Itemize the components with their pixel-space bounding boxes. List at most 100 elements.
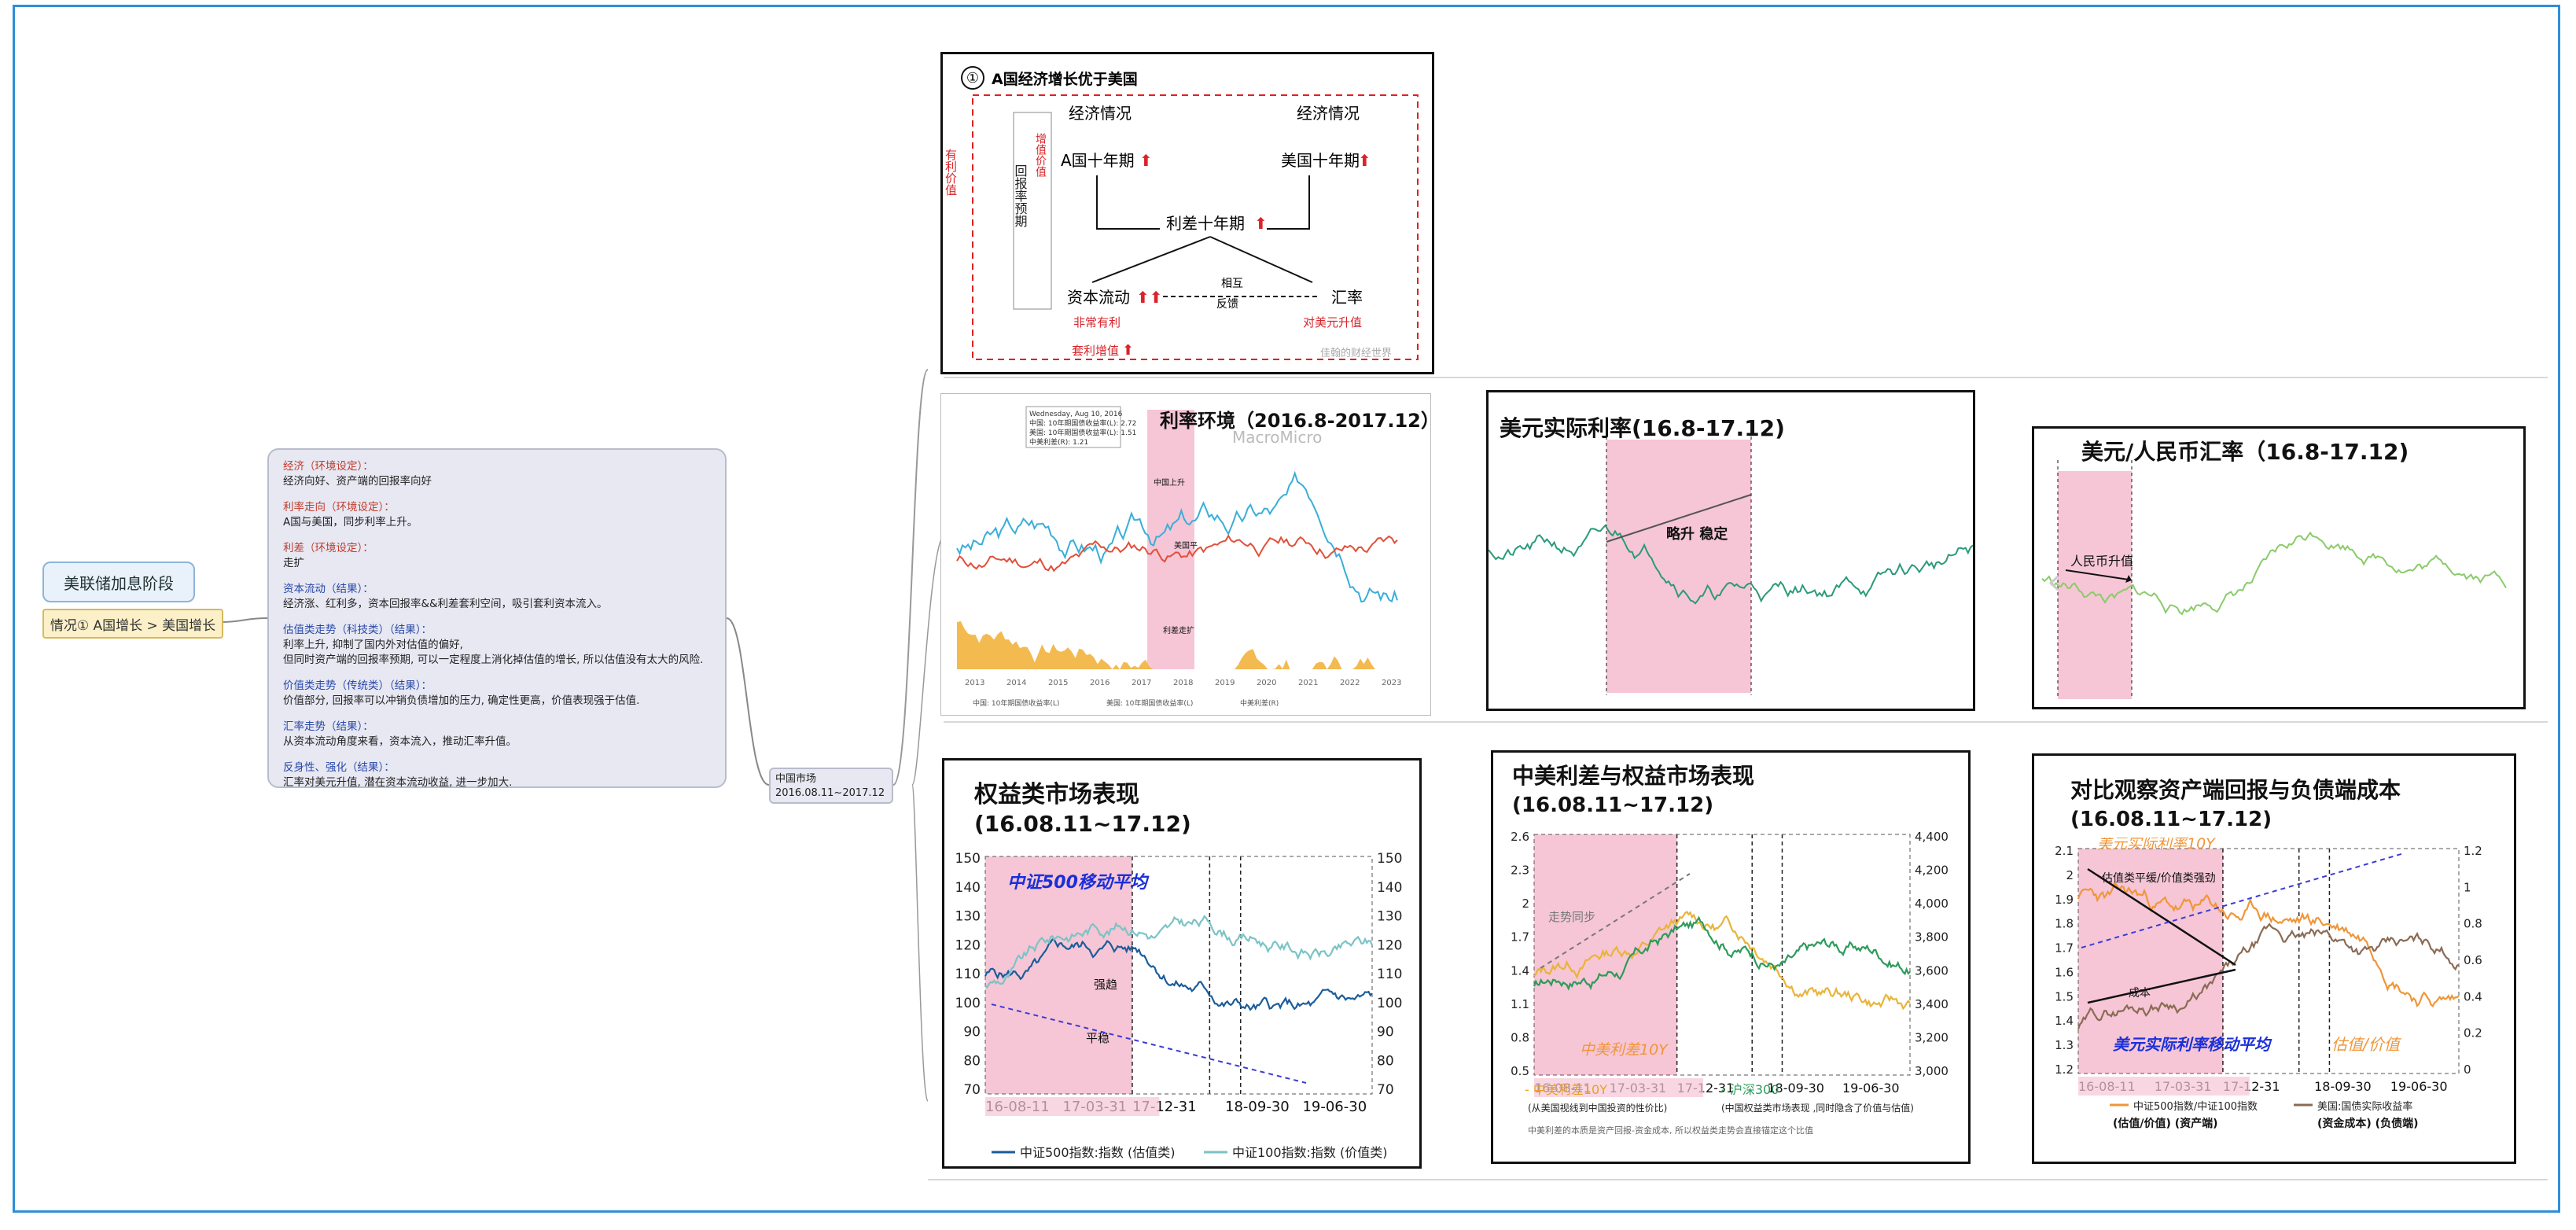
- cost-panel[interactable]: 对比观察资产端回报与负债端成本 (16.08.11~17.12) 2.1 2 1.9…: [2032, 753, 2516, 1164]
- note-head: 反身性、强化（结果）：: [283, 761, 395, 774]
- x-tick: 2017: [1132, 679, 1151, 687]
- diagram-up-arrow-arb: ⬆: [1122, 342, 1134, 359]
- y-tick-left: 1.7: [2055, 941, 2074, 956]
- usd-cny-panel[interactable]: 人民币升值 ‹ 美元/人民币汇率（16.8-17.12): [2032, 426, 2526, 709]
- y-tick-left: 70: [963, 1082, 981, 1098]
- x-tick: 2015: [1048, 679, 1068, 687]
- legend-sub: (估值/价值) (资产端): [2113, 1117, 2218, 1130]
- y-tick-right: 90: [1377, 1025, 1394, 1040]
- annotation: 利差走扩: [1163, 625, 1194, 635]
- diagram-watermark: 佳翰的财经世界: [1320, 347, 1392, 359]
- case-topic[interactable]: 情况① A国增长 > 美国增长: [42, 609, 223, 639]
- plot-frame: [984, 856, 1373, 1095]
- y-tick-right: 70: [1377, 1082, 1394, 1098]
- diagram-growth-label: 增值价值: [1034, 133, 1047, 177]
- y-tick-right: 4,200: [1915, 864, 1949, 878]
- val-label: 估值/价值: [2331, 1035, 2402, 1054]
- root-topic[interactable]: 美联储加息阶段: [42, 562, 195, 602]
- market-topic[interactable]: 中国市场 2016.08.11~2017.12: [769, 768, 893, 804]
- equity-title: 权益类市场表现: [974, 781, 1139, 808]
- x-highlight: [2078, 1077, 2250, 1096]
- market-topic-line2: 2016.08.11~2017.12: [775, 787, 885, 799]
- diagram-number-circle: [961, 66, 984, 90]
- notes-card[interactable]: 经济（环境设定）： 经济向好、资产端的回报率向好 利率走向（环境设定）： A国与美国，…: [267, 448, 727, 789]
- y-tick-left: 1.3: [2055, 1038, 2074, 1052]
- note-head: 汇率走势（结果）：: [283, 720, 374, 733]
- arrow-line: [2087, 867, 2236, 967]
- economy-diagram: ① A国经济增长优于美国 有利价值 回报率预期 增值价值 经济情况 经济情况 A…: [944, 66, 1419, 360]
- spread-chart: 2.6 2.3 2 1.7 1.4 1.1 0.8 0.5 4,400 4,200 4,000 3,8…: [1511, 830, 1949, 1136]
- diagram-arb1: 非常有利: [1073, 315, 1121, 330]
- diagram-up-arrow-b: ⬆: [1358, 151, 1371, 170]
- diagram-arb3: 套利增值: [1072, 344, 1119, 358]
- x-tick: 2013: [965, 679, 984, 687]
- y-tick-left: 1.4: [2055, 1014, 2074, 1028]
- series-2-line: [1533, 915, 1911, 991]
- note-head: 利差（环境设定）：: [283, 542, 374, 554]
- usd-cny-title: 美元/人民币汇率（16.8-17.12): [2081, 439, 2409, 465]
- note-head: 经济（环境设定）：: [283, 460, 374, 473]
- diagram-feedback-2: 反馈: [1216, 298, 1238, 311]
- note-block: 利差（环境设定）： 走扩: [283, 541, 711, 571]
- legend-sub: (中国权益类市场表现 ,同时隐含了价值与估值): [1721, 1102, 1914, 1114]
- highlight-band: [2078, 849, 2223, 1073]
- legend-entry: 中证500指数:指数 (估值类): [1020, 1145, 1176, 1160]
- legend-sub: (资金成本) (负债端): [2317, 1117, 2418, 1130]
- diagram-fx: 汇率: [1331, 288, 1363, 307]
- y-tick-left: 2.6: [1511, 830, 1529, 844]
- y-tick-left: 1.5: [2055, 989, 2074, 1004]
- y-tick-left: 2: [1522, 897, 1529, 911]
- note-block: 估值类走势（科技类）（结果）： 利率上升, 抑制了国内外对估值的偏好, 但同时资产端…: [283, 623, 711, 668]
- y-tick-left: 2.3: [1511, 864, 1529, 878]
- spread-range: (16.08.11~17.12): [1512, 794, 1714, 817]
- diagram-econ-a: 经济情况: [1069, 104, 1132, 123]
- x-tick: 19-06-30: [2390, 1079, 2448, 1094]
- y-tick-right: 3,600: [1915, 963, 1949, 978]
- legend-entry: 美国:国债实际收益率: [2317, 1100, 2412, 1113]
- note-head: 资本流动（结果）：: [283, 583, 374, 595]
- root-topic-label: 美联储加息阶段: [64, 573, 174, 593]
- y-tick-left: 1.8: [2055, 917, 2074, 931]
- spread-label: 中美利差10Y: [1580, 1041, 1669, 1059]
- tooltip-box: [1025, 406, 1121, 448]
- note-text: 汇率对美元升值, 潜在资本流动收益, 进一步加大.: [283, 776, 513, 789]
- case-topic-label: 情况① A国增长 > 美国增长: [50, 617, 216, 634]
- annotation: 估值类平缓/价值类强劲: [2102, 872, 2216, 885]
- rate-env-chart-panel[interactable]: Wednesday, Aug 10, 2016 中国: 10年期国债收益率(L):…: [940, 393, 1431, 716]
- diagram-title: A国经济增长优于美国: [992, 70, 1138, 88]
- usd-real-rate-panel[interactable]: 略升 稳定 美元实际利率(16.8-17.12): [1486, 390, 1975, 711]
- y-tick-right: 3,400: [1915, 997, 1949, 1011]
- cost-chart: 2.1 2 1.9 1.8 1.7 1.6 1.5 1.4 1.3 1.2 1.2 1 0.8 0.6 0.…: [2055, 838, 2482, 1130]
- diagram-return-label: 回报率预期: [1013, 164, 1028, 228]
- x-tick: 18-09-30: [1767, 1081, 1824, 1096]
- cost-title: 对比观察资产端回报与负债端成本: [2070, 777, 2401, 803]
- y-tick-left: 100: [955, 996, 981, 1011]
- y-tick-right: 0.6: [2464, 953, 2482, 967]
- diagram-econ-b: 经济情况: [1297, 104, 1360, 123]
- arrow-line: [2087, 968, 2236, 1004]
- equity-panel[interactable]: 权益类市场表现 (16.08.11~17.12) 150 140 130 120 110…: [942, 758, 1422, 1169]
- y-tick-left: 2.1: [2055, 844, 2074, 858]
- legend-sub: (从美国视线到中国投资的性价比): [1528, 1102, 1667, 1114]
- diagram-feedback-1: 相互: [1221, 278, 1243, 290]
- y-tick-right: 4,000: [1915, 897, 1949, 911]
- usd-cny-chart: 人民币升值 ‹: [2041, 460, 2507, 699]
- y-tick-left: 1.2: [2055, 1062, 2074, 1077]
- y-tick-left: 110: [955, 967, 981, 982]
- legend-entry: 中国: 10年期国债收益率(L): [973, 698, 1059, 708]
- note-head: 利率走向（环境设定）：: [283, 501, 395, 514]
- tooltip-line: 中美利差(R): 1.21: [1029, 437, 1088, 447]
- note-block: 资本流动（结果）： 经济涨、红利多，资本回报率&&利差套利空间，吸引套利资本流入。: [283, 582, 711, 612]
- usd-real-rate-title: 美元实际利率(16.8-17.12): [1500, 415, 1785, 441]
- y-tick-left: 0.5: [1511, 1064, 1529, 1078]
- series-2-line: [2077, 922, 2460, 1029]
- x-tick: 18-09-30: [1225, 1099, 1290, 1115]
- legend-entry: 美国: 10年期国债收益率(L): [1106, 698, 1193, 708]
- annotation: 美国平: [1174, 540, 1198, 551]
- trend-line: [1606, 494, 1752, 543]
- spread-panel[interactable]: 中美利差与权益市场表现 (16.08.11~17.12) 2.6 2.3 2 1.7 1…: [1491, 750, 1971, 1164]
- diagram-panel[interactable]: ① A国经济增长优于美国 有利价值 回报率预期 增值价值 经济情况 经济情况 A…: [940, 52, 1434, 374]
- x-tick: 2014: [1006, 679, 1026, 687]
- y-tick-right: 0.8: [2464, 917, 2482, 931]
